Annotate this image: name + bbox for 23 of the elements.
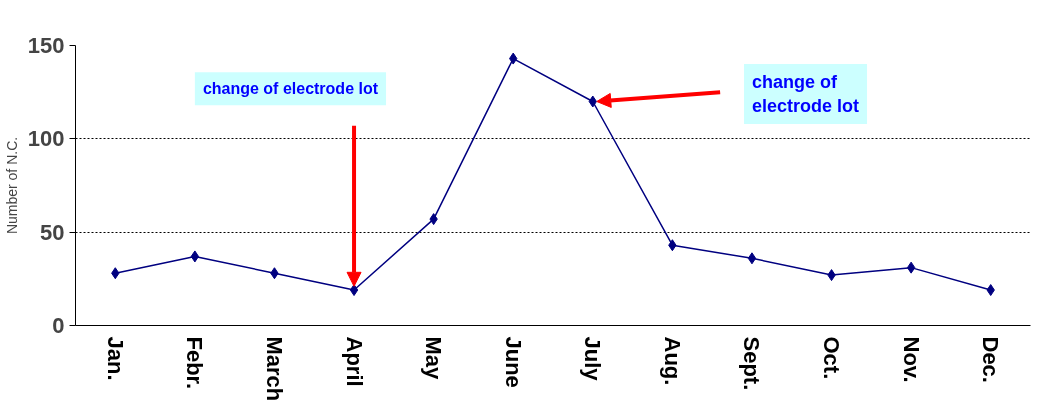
x-tick-label: Nov.	[898, 336, 924, 383]
point	[349, 284, 359, 297]
y-tick-label: 0	[52, 313, 65, 338]
x-tick-label: Oct.	[819, 336, 845, 380]
x-tick-label: April	[341, 336, 367, 387]
point	[906, 261, 916, 274]
y-tick-label: 150	[27, 33, 65, 58]
x-tick-label: March	[261, 336, 287, 402]
point	[190, 250, 200, 263]
x-tick-label: Sept.	[739, 336, 765, 391]
x-tick-label: Aug.	[659, 336, 685, 386]
y-tick-label: 100	[27, 126, 65, 152]
y-axis-title: Number of N.C.	[3, 136, 20, 235]
x-tick-label: Dec.	[978, 336, 1004, 383]
annotation: change of electrode lot	[752, 71, 860, 116]
x-tick-label: Jan.	[102, 336, 128, 381]
y-tick-label: 50	[40, 219, 65, 245]
x-tick-label: July	[580, 336, 606, 382]
x-tick-label: Febr.	[182, 336, 208, 390]
x-tick-label: June	[500, 336, 526, 388]
x-tick-label: May	[421, 336, 447, 381]
point	[747, 252, 757, 265]
annotation: change of electrode lot	[202, 80, 379, 98]
